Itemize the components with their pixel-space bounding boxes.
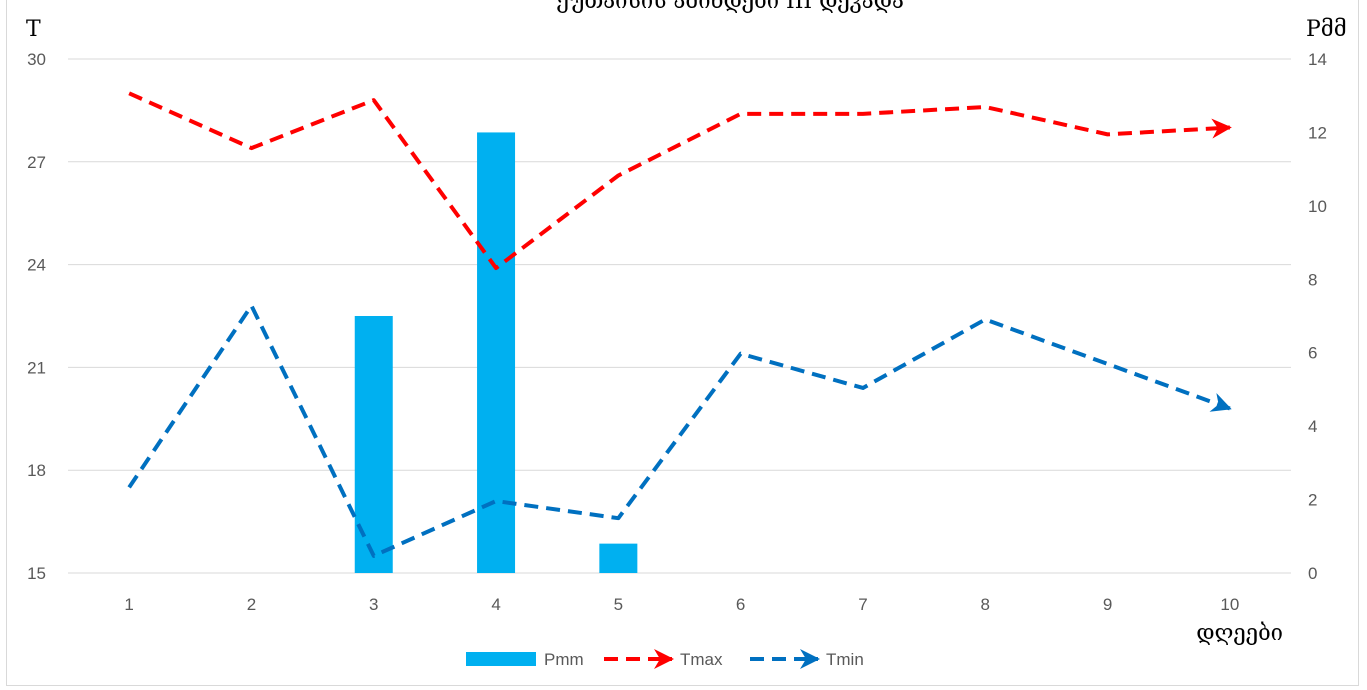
y-right-tick-label: 10 bbox=[1308, 197, 1327, 216]
chart-frame bbox=[6, 0, 1359, 686]
y-right-tick-label: 8 bbox=[1308, 270, 1317, 289]
x-tick-label: 2 bbox=[247, 595, 256, 614]
y-left-tick-label: 15 bbox=[27, 564, 46, 583]
legend-swatch-Pmm bbox=[466, 652, 536, 666]
legend-label-Tmin: Tmin bbox=[826, 650, 864, 669]
bar-series bbox=[354, 132, 638, 573]
bar-Pmm bbox=[477, 132, 516, 573]
chart-title: ქუთაისის ამინდები III დეკადა bbox=[556, 0, 904, 14]
y-left-tick-label: 24 bbox=[27, 256, 46, 275]
line-Tmin bbox=[127, 303, 1232, 558]
line-Tmax bbox=[128, 91, 1232, 271]
y-right-tick-label: 14 bbox=[1308, 50, 1327, 69]
bar-Pmm bbox=[354, 316, 393, 573]
y-right-tick-label: 12 bbox=[1308, 123, 1327, 142]
x-tick-label: 9 bbox=[1103, 595, 1112, 614]
y-left-axis-label: T bbox=[26, 17, 41, 42]
x-axis-label: დღეები bbox=[1196, 621, 1283, 646]
y-left-tick-label: 18 bbox=[27, 461, 46, 480]
legend: Pmm Tmax Tmin bbox=[466, 649, 864, 669]
legend-label-Pmm: Pmm bbox=[544, 650, 584, 669]
y-right-tick-label: 2 bbox=[1308, 491, 1317, 510]
x-tick-label: 3 bbox=[369, 595, 378, 614]
x-tick-label: 10 bbox=[1220, 595, 1239, 614]
x-tick-label: 7 bbox=[858, 595, 867, 614]
x-tick-label: 8 bbox=[981, 595, 990, 614]
y-right-axis-label: Pმმ bbox=[1306, 17, 1347, 42]
legend-label-Tmax: Tmax bbox=[680, 650, 723, 669]
y-left-tick-label: 27 bbox=[27, 153, 46, 172]
y-left-tick-label: 30 bbox=[27, 50, 46, 69]
y-right-tick-label: 6 bbox=[1308, 344, 1317, 363]
bar-Pmm bbox=[599, 543, 638, 573]
gridlines bbox=[68, 58, 1291, 574]
x-tick-label: 1 bbox=[124, 595, 133, 614]
line-series bbox=[127, 91, 1232, 558]
x-tick-label: 4 bbox=[491, 595, 500, 614]
x-tick-label: 5 bbox=[614, 595, 623, 614]
y-right-tick-label: 0 bbox=[1308, 564, 1317, 583]
y-left-tick-label: 21 bbox=[27, 358, 46, 377]
y-right-tick-label: 4 bbox=[1308, 417, 1317, 436]
x-tick-label: 6 bbox=[736, 595, 745, 614]
